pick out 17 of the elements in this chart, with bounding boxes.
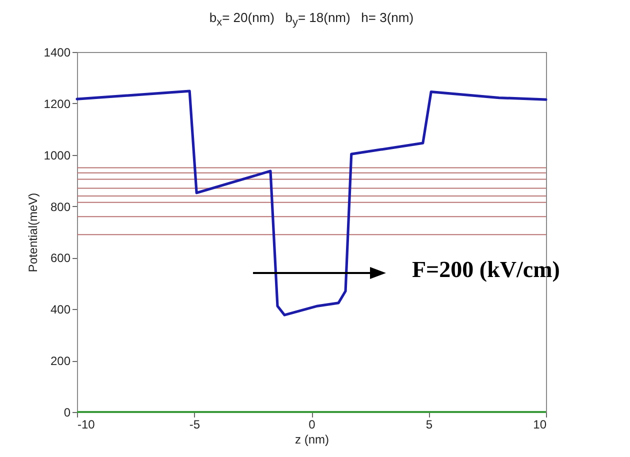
annotation: F=200 (kV/cm) [412, 257, 560, 282]
y-tick-label: 1000 [44, 148, 71, 162]
y-tick-label: 0 [64, 406, 71, 420]
x-tick-label: -5 [189, 418, 200, 432]
chart-title: b$_{x}$= 20(nm) b$_{y}$= 18(nm) h= 3(nm) [208, 10, 415, 29]
y-tick-label: 800 [50, 200, 71, 214]
x-axis-title: z (nm) [295, 432, 329, 446]
y-tick-label: 1200 [44, 96, 71, 111]
y-tick-label: 200 [50, 354, 71, 368]
x-tick-label: 10 [533, 418, 547, 432]
x-tick-label: 0 [308, 418, 316, 432]
y-axis-title: Potential(meV) [26, 192, 40, 272]
y-tick-label: 400 [50, 302, 71, 317]
y-tick-label: 1400 [44, 46, 71, 60]
y-tick-label: 600 [50, 251, 71, 266]
x-tick-label: -10 [78, 418, 96, 432]
x-tick-label: 5 [426, 418, 433, 432]
